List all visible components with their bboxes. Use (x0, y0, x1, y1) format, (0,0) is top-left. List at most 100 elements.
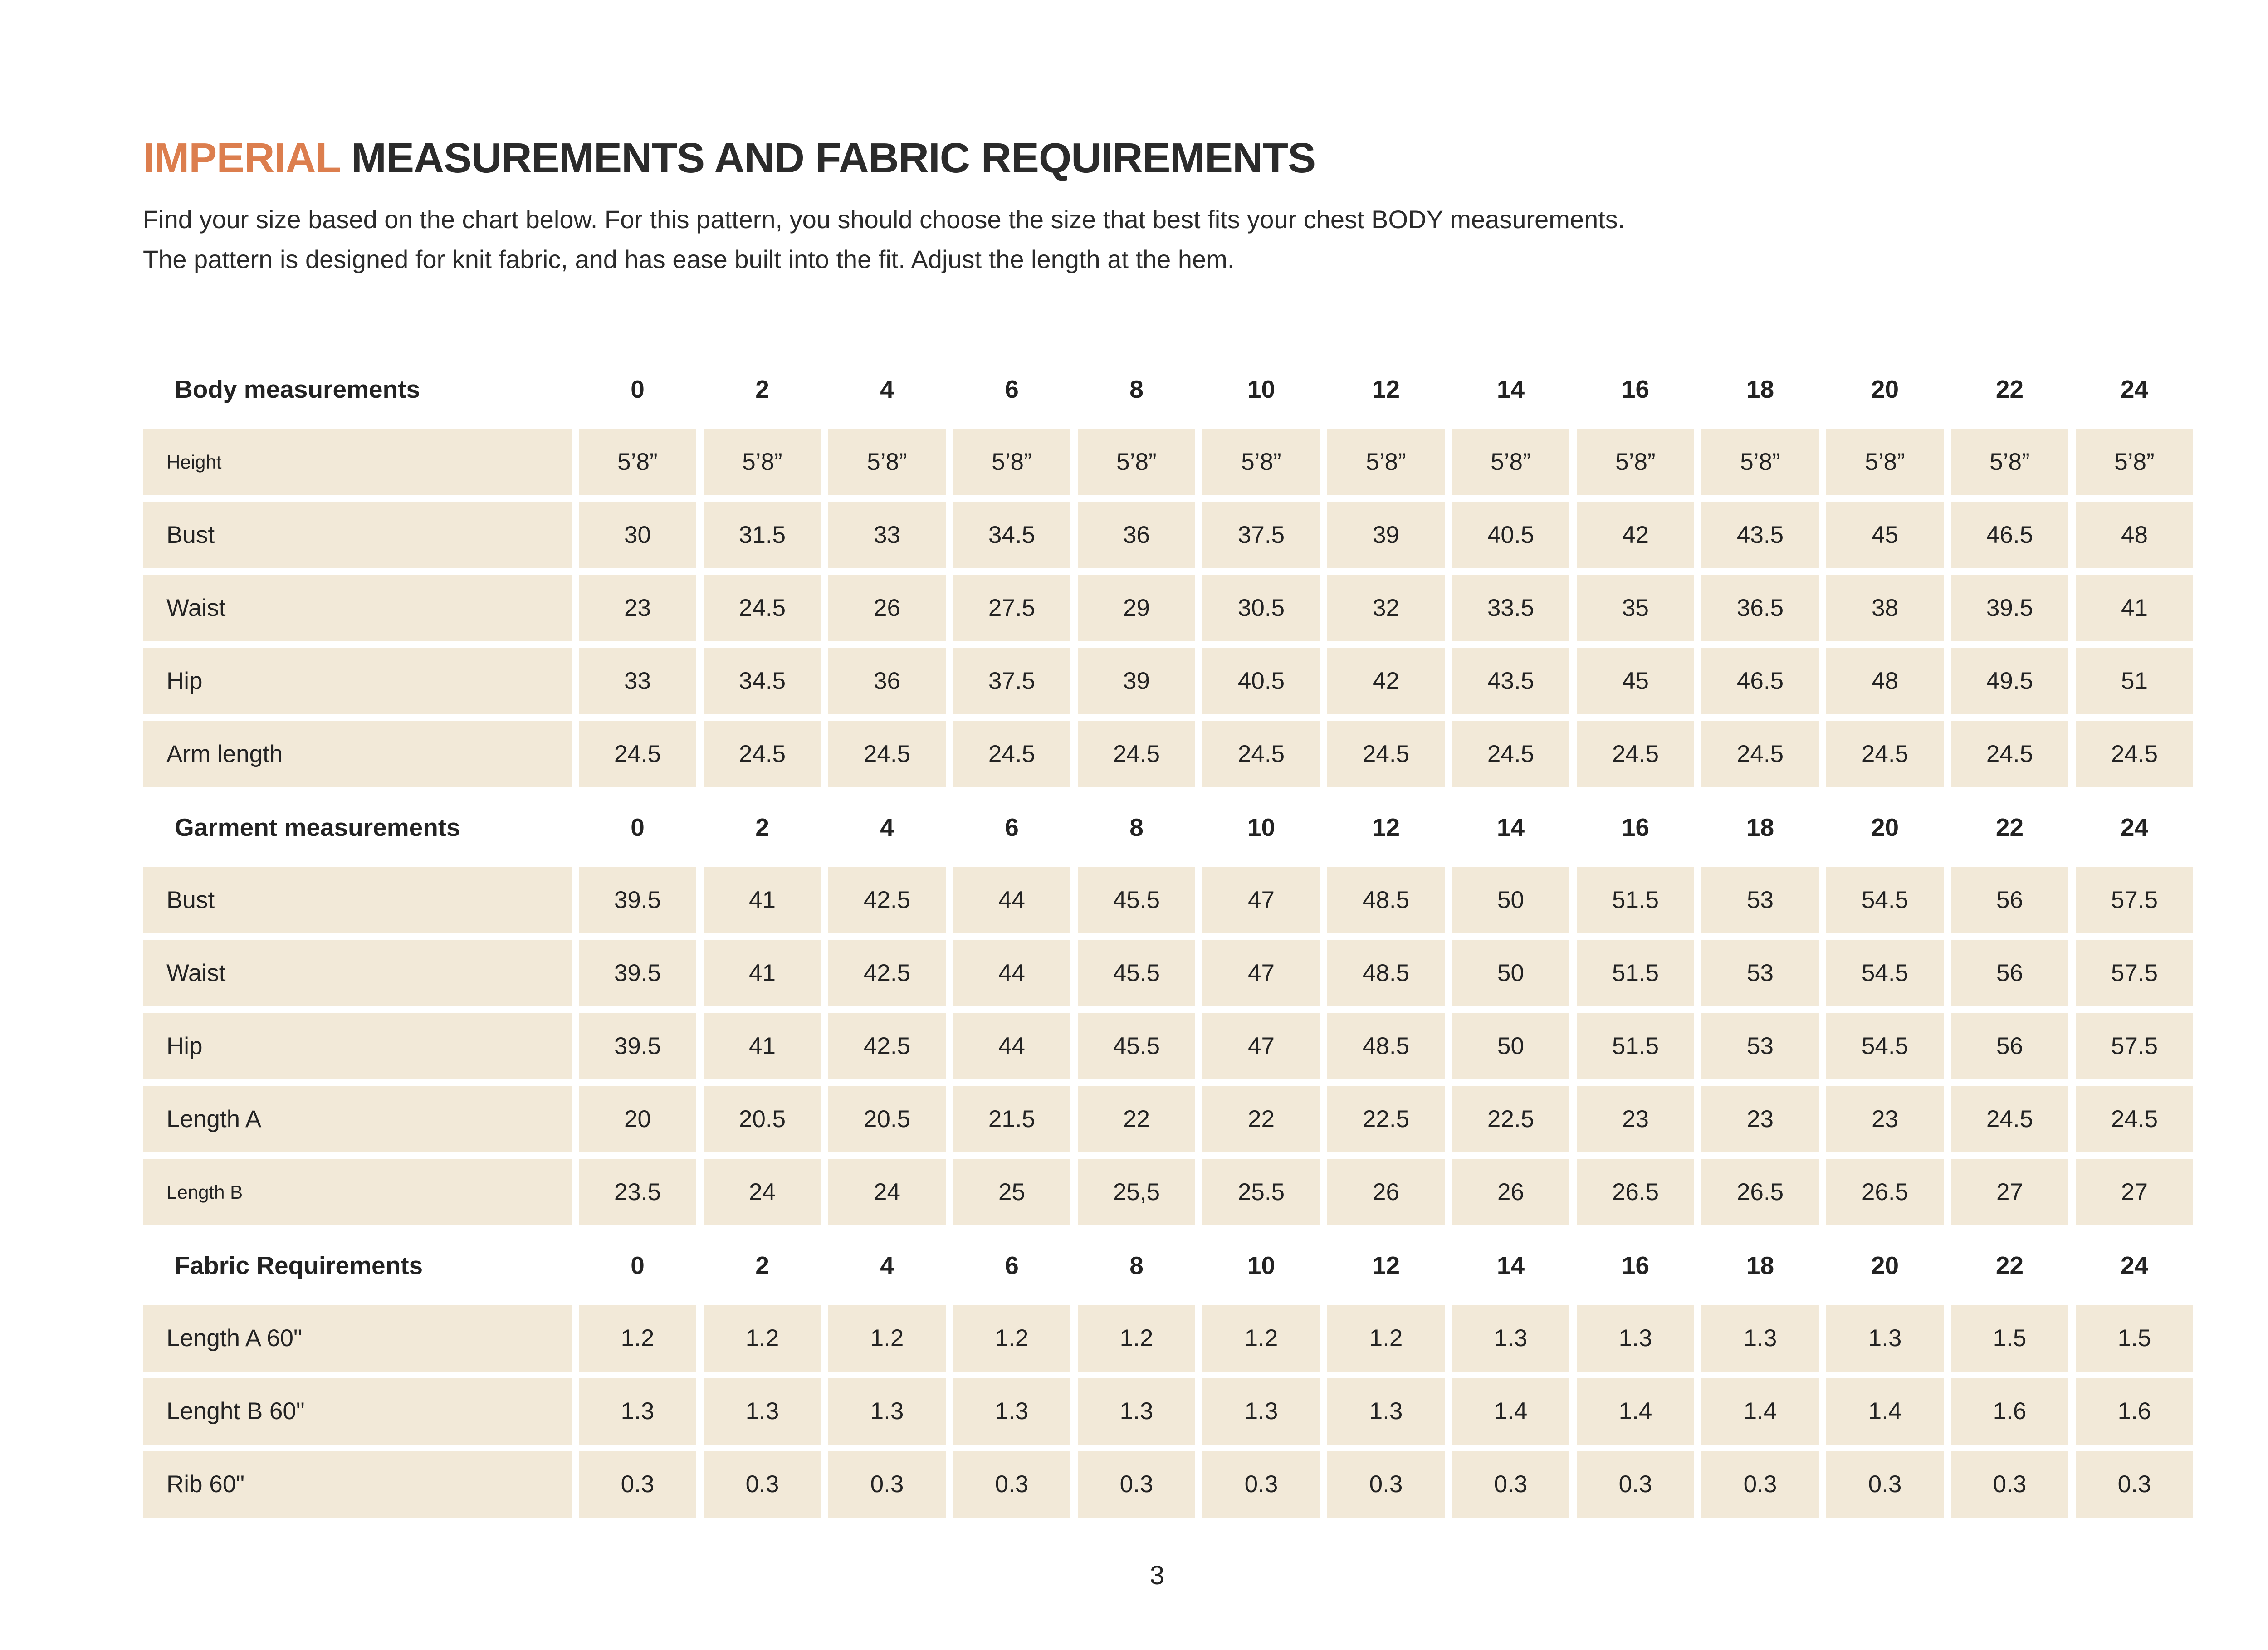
size-col-header: 22 (1995, 375, 2024, 403)
size-cell: 35 (1577, 575, 1694, 641)
size-cell: 1.2 (579, 1305, 696, 1372)
size-cell: 1.3 (1701, 1305, 1819, 1372)
size-cell: 33 (828, 502, 946, 568)
size-cell: 22.5 (1327, 1086, 1445, 1152)
size-col-header: 18 (1746, 1251, 1774, 1279)
size-cell: 5’8” (1577, 429, 1694, 495)
size-cell: 39 (1078, 648, 1195, 714)
size-cell: 23.5 (579, 1159, 696, 1225)
size-cell: 1.2 (1327, 1305, 1445, 1372)
size-cell: 1.4 (1826, 1378, 1944, 1445)
size-col-header: 8 (1129, 375, 1144, 403)
row-label: Waist (143, 575, 572, 641)
size-cell: 0.3 (953, 1451, 1070, 1518)
size-col-header: 10 (1247, 813, 1276, 841)
size-cell: 37.5 (953, 648, 1070, 714)
size-col-header: 20 (1871, 1251, 1899, 1279)
size-cell: 0.3 (1826, 1451, 1944, 1518)
size-cell: 24.5 (579, 721, 696, 787)
size-cell: 25,5 (1078, 1159, 1195, 1225)
size-cell: 24.5 (1951, 721, 2068, 787)
size-cell: 48.5 (1327, 867, 1445, 933)
size-cell: 24.5 (1701, 721, 1819, 787)
size-cell: 0.3 (1577, 1451, 1694, 1518)
size-cell: 24.5 (2076, 1086, 2193, 1152)
size-col-header: 4 (880, 375, 894, 403)
size-cell: 1.2 (1078, 1305, 1195, 1372)
size-cell: 22 (1202, 1086, 1320, 1152)
size-cell: 24 (704, 1159, 821, 1225)
size-cell: 1.2 (953, 1305, 1070, 1372)
section-header: Garment measurements (175, 813, 460, 841)
page-title-rest: MEASUREMENTS AND FABRIC REQUIREMENTS (351, 134, 1316, 181)
size-cell: 1.3 (1327, 1378, 1445, 1445)
size-cell: 26.5 (1826, 1159, 1944, 1225)
page-content: IMPERIAL MEASUREMENTS AND FABRIC REQUIRE… (143, 134, 2193, 1518)
size-cell: 24.5 (2076, 721, 2193, 787)
size-col-header: 20 (1871, 375, 1899, 403)
size-cell: 22 (1078, 1086, 1195, 1152)
size-cell: 24.5 (953, 721, 1070, 787)
size-cell: 56 (1951, 1013, 2068, 1079)
size-cell: 24.5 (1327, 721, 1445, 787)
size-cell: 27 (1951, 1159, 2068, 1225)
size-col-header: 4 (880, 1251, 894, 1279)
size-cell: 44 (953, 867, 1070, 933)
size-cell: 57.5 (2076, 867, 2193, 933)
size-cell: 40.5 (1202, 648, 1320, 714)
size-cell: 23 (1826, 1086, 1944, 1152)
size-col-header: 0 (631, 375, 645, 403)
size-cell: 51.5 (1577, 867, 1694, 933)
size-cell: 24.5 (1577, 721, 1694, 787)
size-col-header: 8 (1129, 813, 1144, 841)
size-cell: 5’8” (953, 429, 1070, 495)
size-cell: 5’8” (1327, 429, 1445, 495)
size-cell: 39.5 (579, 1013, 696, 1079)
size-cell: 21.5 (953, 1086, 1070, 1152)
size-cell: 39.5 (579, 940, 696, 1006)
size-cell: 51.5 (1577, 940, 1694, 1006)
size-cell: 37.5 (1202, 502, 1320, 568)
size-cell: 45.5 (1078, 1013, 1195, 1079)
size-cell: 43.5 (1452, 648, 1569, 714)
row-label: Height (143, 429, 572, 495)
size-cell: 5’8” (1202, 429, 1320, 495)
size-cell: 22.5 (1452, 1086, 1569, 1152)
size-cell: 0.3 (1951, 1451, 2068, 1518)
size-cell: 1.2 (1202, 1305, 1320, 1372)
size-cell: 1.3 (1202, 1378, 1320, 1445)
size-cell: 1.3 (1078, 1378, 1195, 1445)
size-col-header: 0 (631, 1251, 645, 1279)
size-cell: 50 (1452, 867, 1569, 933)
size-cell: 24.5 (1078, 721, 1195, 787)
size-cell: 0.3 (1202, 1451, 1320, 1518)
size-cell: 56 (1951, 940, 2068, 1006)
size-cell: 1.3 (1826, 1305, 1944, 1372)
row-label: Hip (143, 648, 572, 714)
size-cell: 1.3 (1577, 1305, 1694, 1372)
size-cell: 1.3 (828, 1378, 946, 1445)
size-cell: 27 (2076, 1159, 2193, 1225)
size-cell: 43.5 (1701, 502, 1819, 568)
size-cell: 1.6 (1951, 1378, 2068, 1445)
size-cell: 30.5 (1202, 575, 1320, 641)
row-label: Length A (143, 1086, 572, 1152)
size-col-header: 22 (1995, 813, 2024, 841)
size-cell: 50 (1452, 940, 1569, 1006)
size-cell: 57.5 (2076, 1013, 2193, 1079)
size-col-header: 10 (1247, 375, 1276, 403)
size-cell: 24.5 (1452, 721, 1569, 787)
size-cell: 1.5 (2076, 1305, 2193, 1372)
size-cell: 57.5 (2076, 940, 2193, 1006)
size-col-header: 24 (2120, 1251, 2149, 1279)
size-cell: 48 (1826, 648, 1944, 714)
size-col-header: 2 (755, 813, 769, 841)
size-cell: 1.3 (579, 1378, 696, 1445)
row-label: Hip (143, 1013, 572, 1079)
size-col-header: 12 (1372, 1251, 1400, 1279)
size-cell: 45 (1577, 648, 1694, 714)
size-col-header: 14 (1496, 1251, 1525, 1279)
size-cell: 36 (828, 648, 946, 714)
size-col-header: 22 (1995, 1251, 2024, 1279)
size-cell: 23 (579, 575, 696, 641)
